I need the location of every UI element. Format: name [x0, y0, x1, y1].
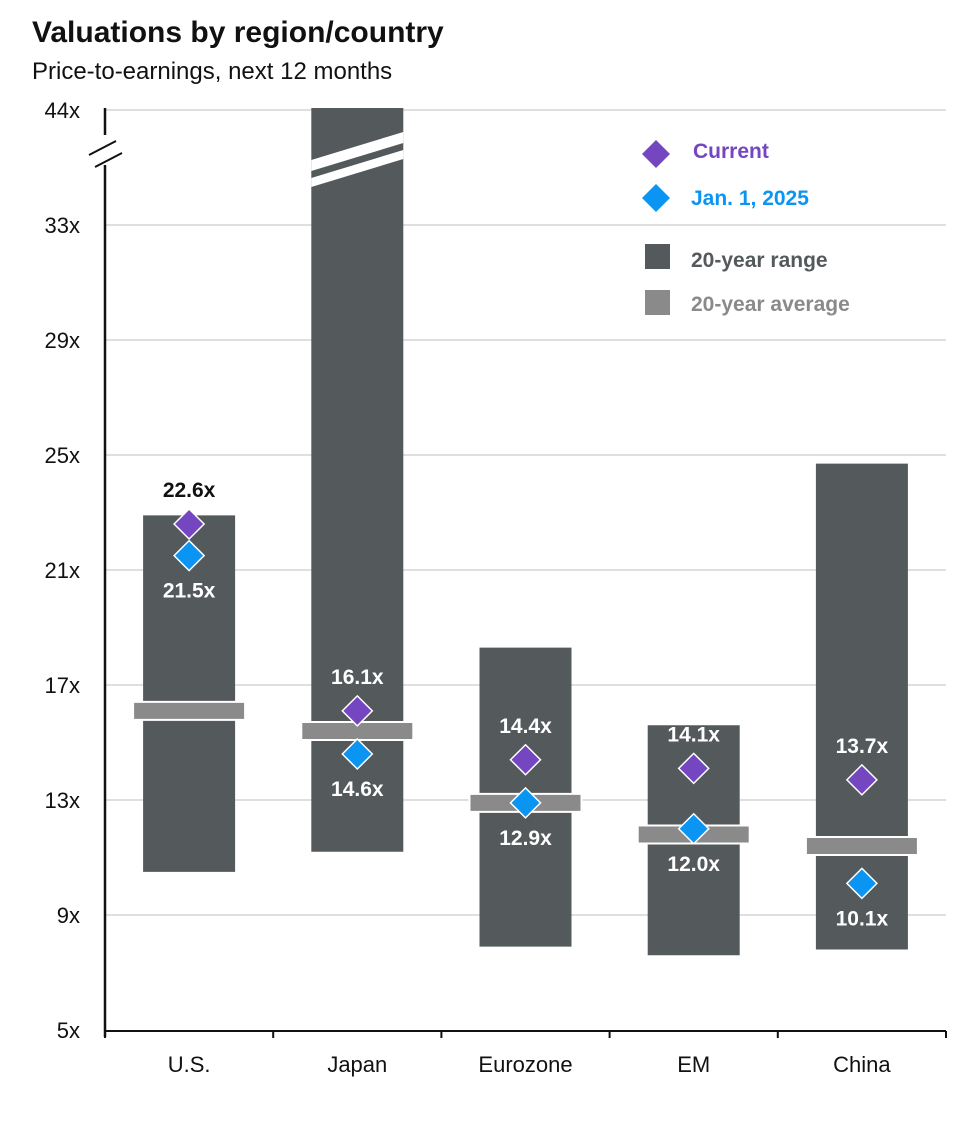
current-label: 14.4x	[499, 715, 552, 738]
jan-marker	[341, 737, 374, 771]
jan-marker	[173, 539, 206, 572]
x-tick-label: China	[833, 1052, 891, 1077]
average-marker	[804, 836, 919, 856]
y-tick-label: 25x	[45, 443, 80, 468]
axis-break-mark	[311, 132, 404, 171]
current-marker	[509, 743, 542, 776]
legend-current-icon	[642, 140, 670, 168]
y-tick-label: 21x	[45, 558, 80, 583]
chart-title: Valuations by region/country	[32, 16, 444, 49]
average-marker	[132, 700, 247, 721]
legend-range-icon	[645, 244, 670, 269]
x-tick-label: Japan	[327, 1052, 387, 1077]
jan-marker	[677, 812, 710, 845]
current-marker	[677, 752, 710, 785]
y-tick-label: 29x	[45, 328, 80, 353]
jan-label: 12.0x	[667, 853, 720, 876]
current-marker	[341, 694, 374, 727]
y-tick-label: 5x	[57, 1018, 80, 1043]
jan-label: 10.1x	[836, 907, 889, 930]
x-tick-label: U.S.	[168, 1052, 211, 1077]
y-tick-label: 9x	[57, 903, 80, 928]
jan-label: 12.9x	[499, 827, 552, 850]
current-marker	[845, 763, 878, 796]
current-label: 16.1x	[331, 666, 384, 689]
legend-jan-label: Jan. 1, 2025	[691, 187, 809, 210]
axis-break-mark	[88, 140, 117, 156]
axis-break-mark	[311, 150, 404, 187]
y-tick-label: 33x	[45, 213, 80, 238]
jan-marker	[509, 786, 542, 819]
jan-label: 14.6x	[331, 778, 384, 801]
current-label: 13.7x	[836, 735, 889, 758]
jan-marker	[845, 867, 878, 900]
y-tick-label: 17x	[45, 673, 80, 698]
axis-break-mark	[94, 152, 123, 168]
x-tick-label: EM	[677, 1052, 710, 1077]
legend-current-label: Current	[693, 140, 769, 163]
chart-subtitle: Price-to-earnings, next 12 months	[32, 58, 393, 85]
current-label: 14.1x	[667, 723, 720, 746]
legend-jan-icon	[642, 184, 670, 212]
y-tick-label: 13x	[45, 788, 80, 813]
axis-break-gap	[103, 135, 107, 165]
legend-average-icon	[645, 290, 670, 315]
jan-label: 21.5x	[163, 580, 216, 603]
range-bar	[143, 515, 236, 872]
current-marker	[173, 507, 206, 541]
legend-range-label: 20-year range	[691, 249, 828, 272]
legend-average-label: 20-year average	[691, 293, 850, 316]
current-label: 22.6x	[163, 479, 216, 502]
x-tick-label: Eurozone	[478, 1052, 572, 1077]
y-tick-label: 44x	[45, 98, 80, 123]
